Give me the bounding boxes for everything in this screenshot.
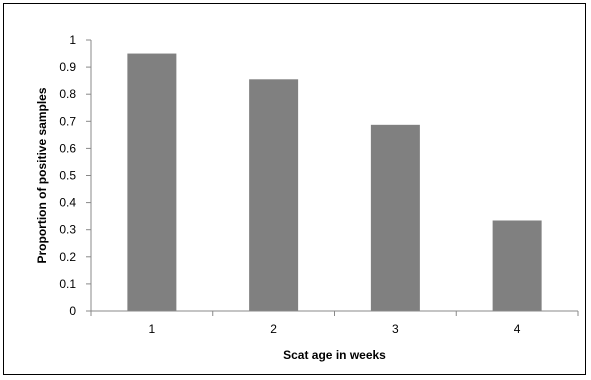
x-tick-label: 1 bbox=[149, 322, 156, 336]
bar-week-4 bbox=[492, 220, 542, 311]
y-tick-label: 0.1 bbox=[59, 277, 76, 291]
x-tick-label: 4 bbox=[514, 322, 521, 336]
x-tick-label: 3 bbox=[392, 322, 399, 336]
y-tick-label: 0.5 bbox=[59, 169, 76, 183]
bar-week-3 bbox=[370, 124, 420, 311]
y-tick-label: 0.2 bbox=[59, 250, 76, 264]
bar-week-2 bbox=[249, 79, 299, 311]
y-tick-label: 0.6 bbox=[59, 141, 76, 155]
y-tick-label: 0.8 bbox=[59, 87, 76, 101]
bars bbox=[127, 53, 542, 312]
x-axis-ticks: 1 2 3 4 bbox=[90, 311, 579, 336]
y-tick-label: 0.4 bbox=[59, 196, 76, 210]
y-tick-label: 0.3 bbox=[59, 223, 76, 237]
y-tick-label: 1 bbox=[69, 33, 76, 47]
y-axis-title: Proportion of positive samples bbox=[35, 87, 49, 263]
y-tick-label: 0.9 bbox=[59, 60, 76, 74]
y-tick-label: 0 bbox=[69, 304, 76, 318]
x-tick-label: 2 bbox=[270, 322, 277, 336]
x-axis-title: Scat age in weeks bbox=[283, 348, 386, 362]
y-tick-label: 0.7 bbox=[59, 114, 76, 128]
y-axis-ticks: 0 0.1 0.2 0.3 0.4 0.5 0.6 0.7 0.8 0.9 1 bbox=[59, 33, 91, 318]
bar-week-1 bbox=[127, 53, 177, 312]
